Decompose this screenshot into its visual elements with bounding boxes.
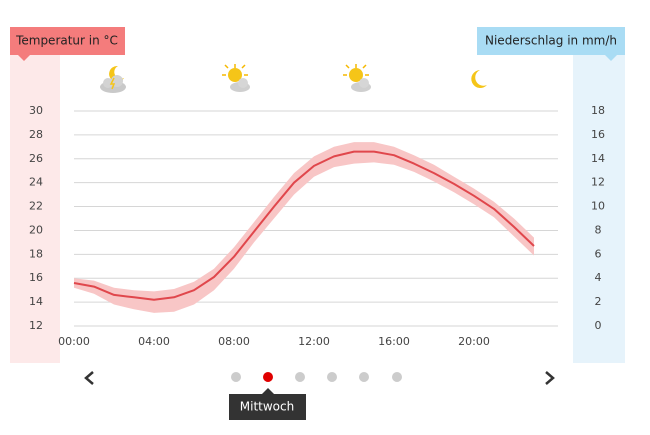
y2-tick-label: 14 xyxy=(591,152,605,165)
y-axis-label: Temperatur in °C xyxy=(15,34,118,48)
page-dot[interactable] xyxy=(327,372,337,382)
y-tick-label: 22 xyxy=(29,200,43,213)
y-tick-label: 14 xyxy=(29,295,43,308)
weather-icon xyxy=(100,65,126,93)
day-tooltip xyxy=(229,394,306,420)
prev-arrow[interactable] xyxy=(84,371,94,385)
x-tick-label: 20:00 xyxy=(458,335,490,348)
y-tick-label: 26 xyxy=(29,152,43,165)
y2-tick-label: 12 xyxy=(591,176,605,189)
x-tick-label: 04:00 xyxy=(138,335,170,348)
x-tick-label: 12:00 xyxy=(298,335,330,348)
y-tick-label: 30 xyxy=(29,104,43,117)
day-label: Mittwoch xyxy=(240,400,294,414)
page-dot[interactable] xyxy=(359,372,369,382)
y2-tick-label: 2 xyxy=(595,295,602,308)
y-tick-label: 18 xyxy=(29,247,43,260)
x-tick-label: 08:00 xyxy=(218,335,250,348)
y-tick-label: 28 xyxy=(29,128,43,141)
right-axis-header xyxy=(477,27,625,55)
header-pointer xyxy=(18,55,30,61)
y2-tick-label: 10 xyxy=(591,200,605,213)
y2-tick-label: 18 xyxy=(591,104,605,117)
y2-tick-label: 0 xyxy=(595,319,602,332)
left-axis-header xyxy=(10,27,125,55)
y-tick-label: 24 xyxy=(29,176,43,189)
y2-tick-label: 4 xyxy=(595,271,602,284)
temperature-line xyxy=(73,150,535,301)
tooltip-pointer xyxy=(262,388,274,394)
weather-icon xyxy=(222,64,250,92)
page-dot[interactable] xyxy=(295,372,305,382)
page-dot[interactable] xyxy=(231,372,241,382)
weather-icon xyxy=(471,70,487,88)
right-axis-band xyxy=(573,55,625,363)
next-arrow[interactable] xyxy=(545,371,555,385)
plot-area: 1214161820222426283002468101214161800:00… xyxy=(29,104,605,348)
y-tick-label: 12 xyxy=(29,319,43,332)
y2-tick-label: 6 xyxy=(595,247,602,260)
y2-tick-label: 16 xyxy=(591,128,605,141)
y-tick-label: 16 xyxy=(29,271,43,284)
left-axis-band xyxy=(10,55,60,363)
weather-icon xyxy=(343,64,371,92)
x-tick-label: 00:00 xyxy=(58,335,90,348)
page-dot[interactable] xyxy=(392,372,402,382)
page-dot-active[interactable] xyxy=(263,372,273,382)
x-tick-label: 16:00 xyxy=(378,335,410,348)
header-pointer xyxy=(605,55,617,61)
temperature-range xyxy=(74,142,534,313)
y-tick-label: 20 xyxy=(29,223,43,236)
y2-axis-label: Niederschlag in mm/h xyxy=(485,34,617,48)
y2-tick-label: 8 xyxy=(595,223,602,236)
